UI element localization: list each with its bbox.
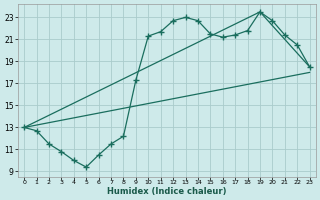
X-axis label: Humidex (Indice chaleur): Humidex (Indice chaleur) — [107, 187, 227, 196]
